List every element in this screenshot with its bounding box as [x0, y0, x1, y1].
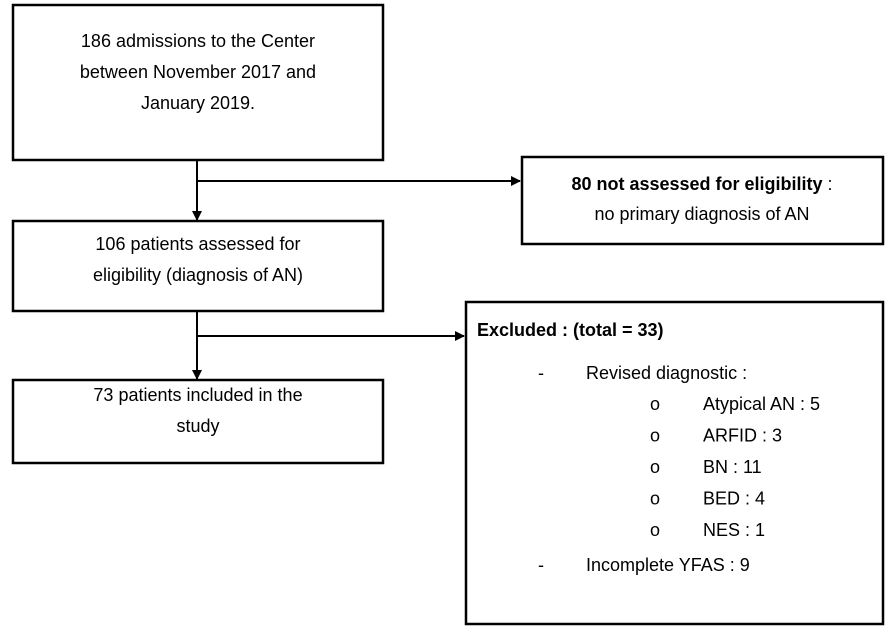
sub-bullet: o — [650, 488, 660, 508]
sub-list: o Atypical AN : 5 o ARFID : 3 o BN : 11 o BED :… — [650, 394, 820, 540]
assessed-box — [11, 219, 385, 313]
sub-bullet: o — [650, 394, 660, 414]
box-text: 106 patients assessed for — [95, 234, 300, 254]
bullet: - — [538, 363, 544, 383]
included-box — [11, 378, 385, 465]
sub-item: BED : 4 — [703, 488, 765, 508]
box-text: January 2019. — [141, 93, 255, 113]
sub-item: NES : 1 — [703, 520, 765, 540]
suffix: : — [823, 174, 833, 194]
sub-bullet: o — [650, 425, 660, 445]
box-text: eligibility (diagnosis of AN) — [93, 265, 303, 285]
admissions-box — [11, 3, 385, 162]
box-text: no primary diagnosis of AN — [594, 204, 809, 224]
list-item: Revised diagnostic : — [586, 363, 747, 383]
box-text: between November 2017 and — [80, 62, 316, 82]
sub-item: BN : 11 — [703, 457, 762, 477]
sub-bullet: o — [650, 520, 660, 540]
bullet: - — [538, 555, 544, 575]
box-heading: Excluded : (total = 33) — [477, 320, 664, 340]
sub-bullet: o — [650, 457, 660, 477]
box-text: 186 admissions to the Center — [81, 31, 315, 51]
box-text: 73 patients included in the — [93, 385, 302, 405]
sub-item: Atypical AN : 5 — [703, 394, 820, 414]
bold-text: 80 not assessed for eligibility — [571, 174, 822, 194]
list-item: Incomplete YFAS : 9 — [586, 555, 750, 575]
sub-item: ARFID : 3 — [703, 425, 782, 445]
box-text: study — [176, 416, 219, 436]
not-assessed-box — [520, 155, 885, 246]
box-heading: 80 not assessed for eligibility : — [571, 174, 832, 194]
excluded-box — [464, 300, 885, 626]
